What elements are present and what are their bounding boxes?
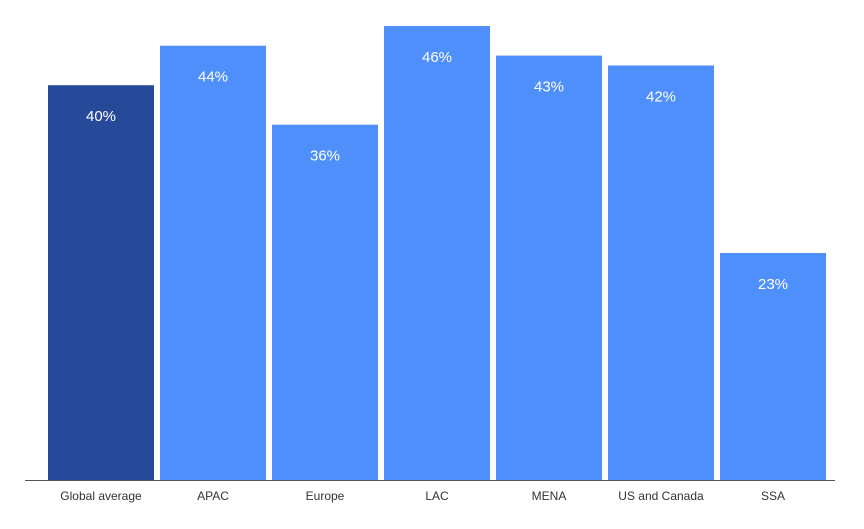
bar — [48, 85, 154, 480]
x-tick-label: SSA — [761, 489, 785, 503]
x-tick-label: Europe — [306, 489, 345, 503]
value-label: 46% — [422, 49, 452, 66]
bar — [384, 26, 490, 480]
value-label: 40% — [86, 108, 116, 125]
bar — [720, 253, 826, 480]
value-label: 36% — [310, 148, 340, 165]
value-label: 43% — [534, 79, 564, 96]
bar — [608, 65, 714, 480]
x-tick-label: MENA — [532, 489, 567, 503]
value-label: 44% — [198, 69, 228, 86]
bar — [160, 45, 266, 480]
x-tick-label: LAC — [425, 489, 449, 503]
bar — [272, 124, 378, 481]
x-tick-label: US and Canada — [618, 489, 704, 503]
value-label: 42% — [646, 88, 676, 105]
x-tick-label: Global average — [60, 489, 142, 503]
x-tick-label: APAC — [197, 489, 229, 503]
bar — [496, 55, 602, 480]
value-label: 23% — [758, 276, 788, 293]
